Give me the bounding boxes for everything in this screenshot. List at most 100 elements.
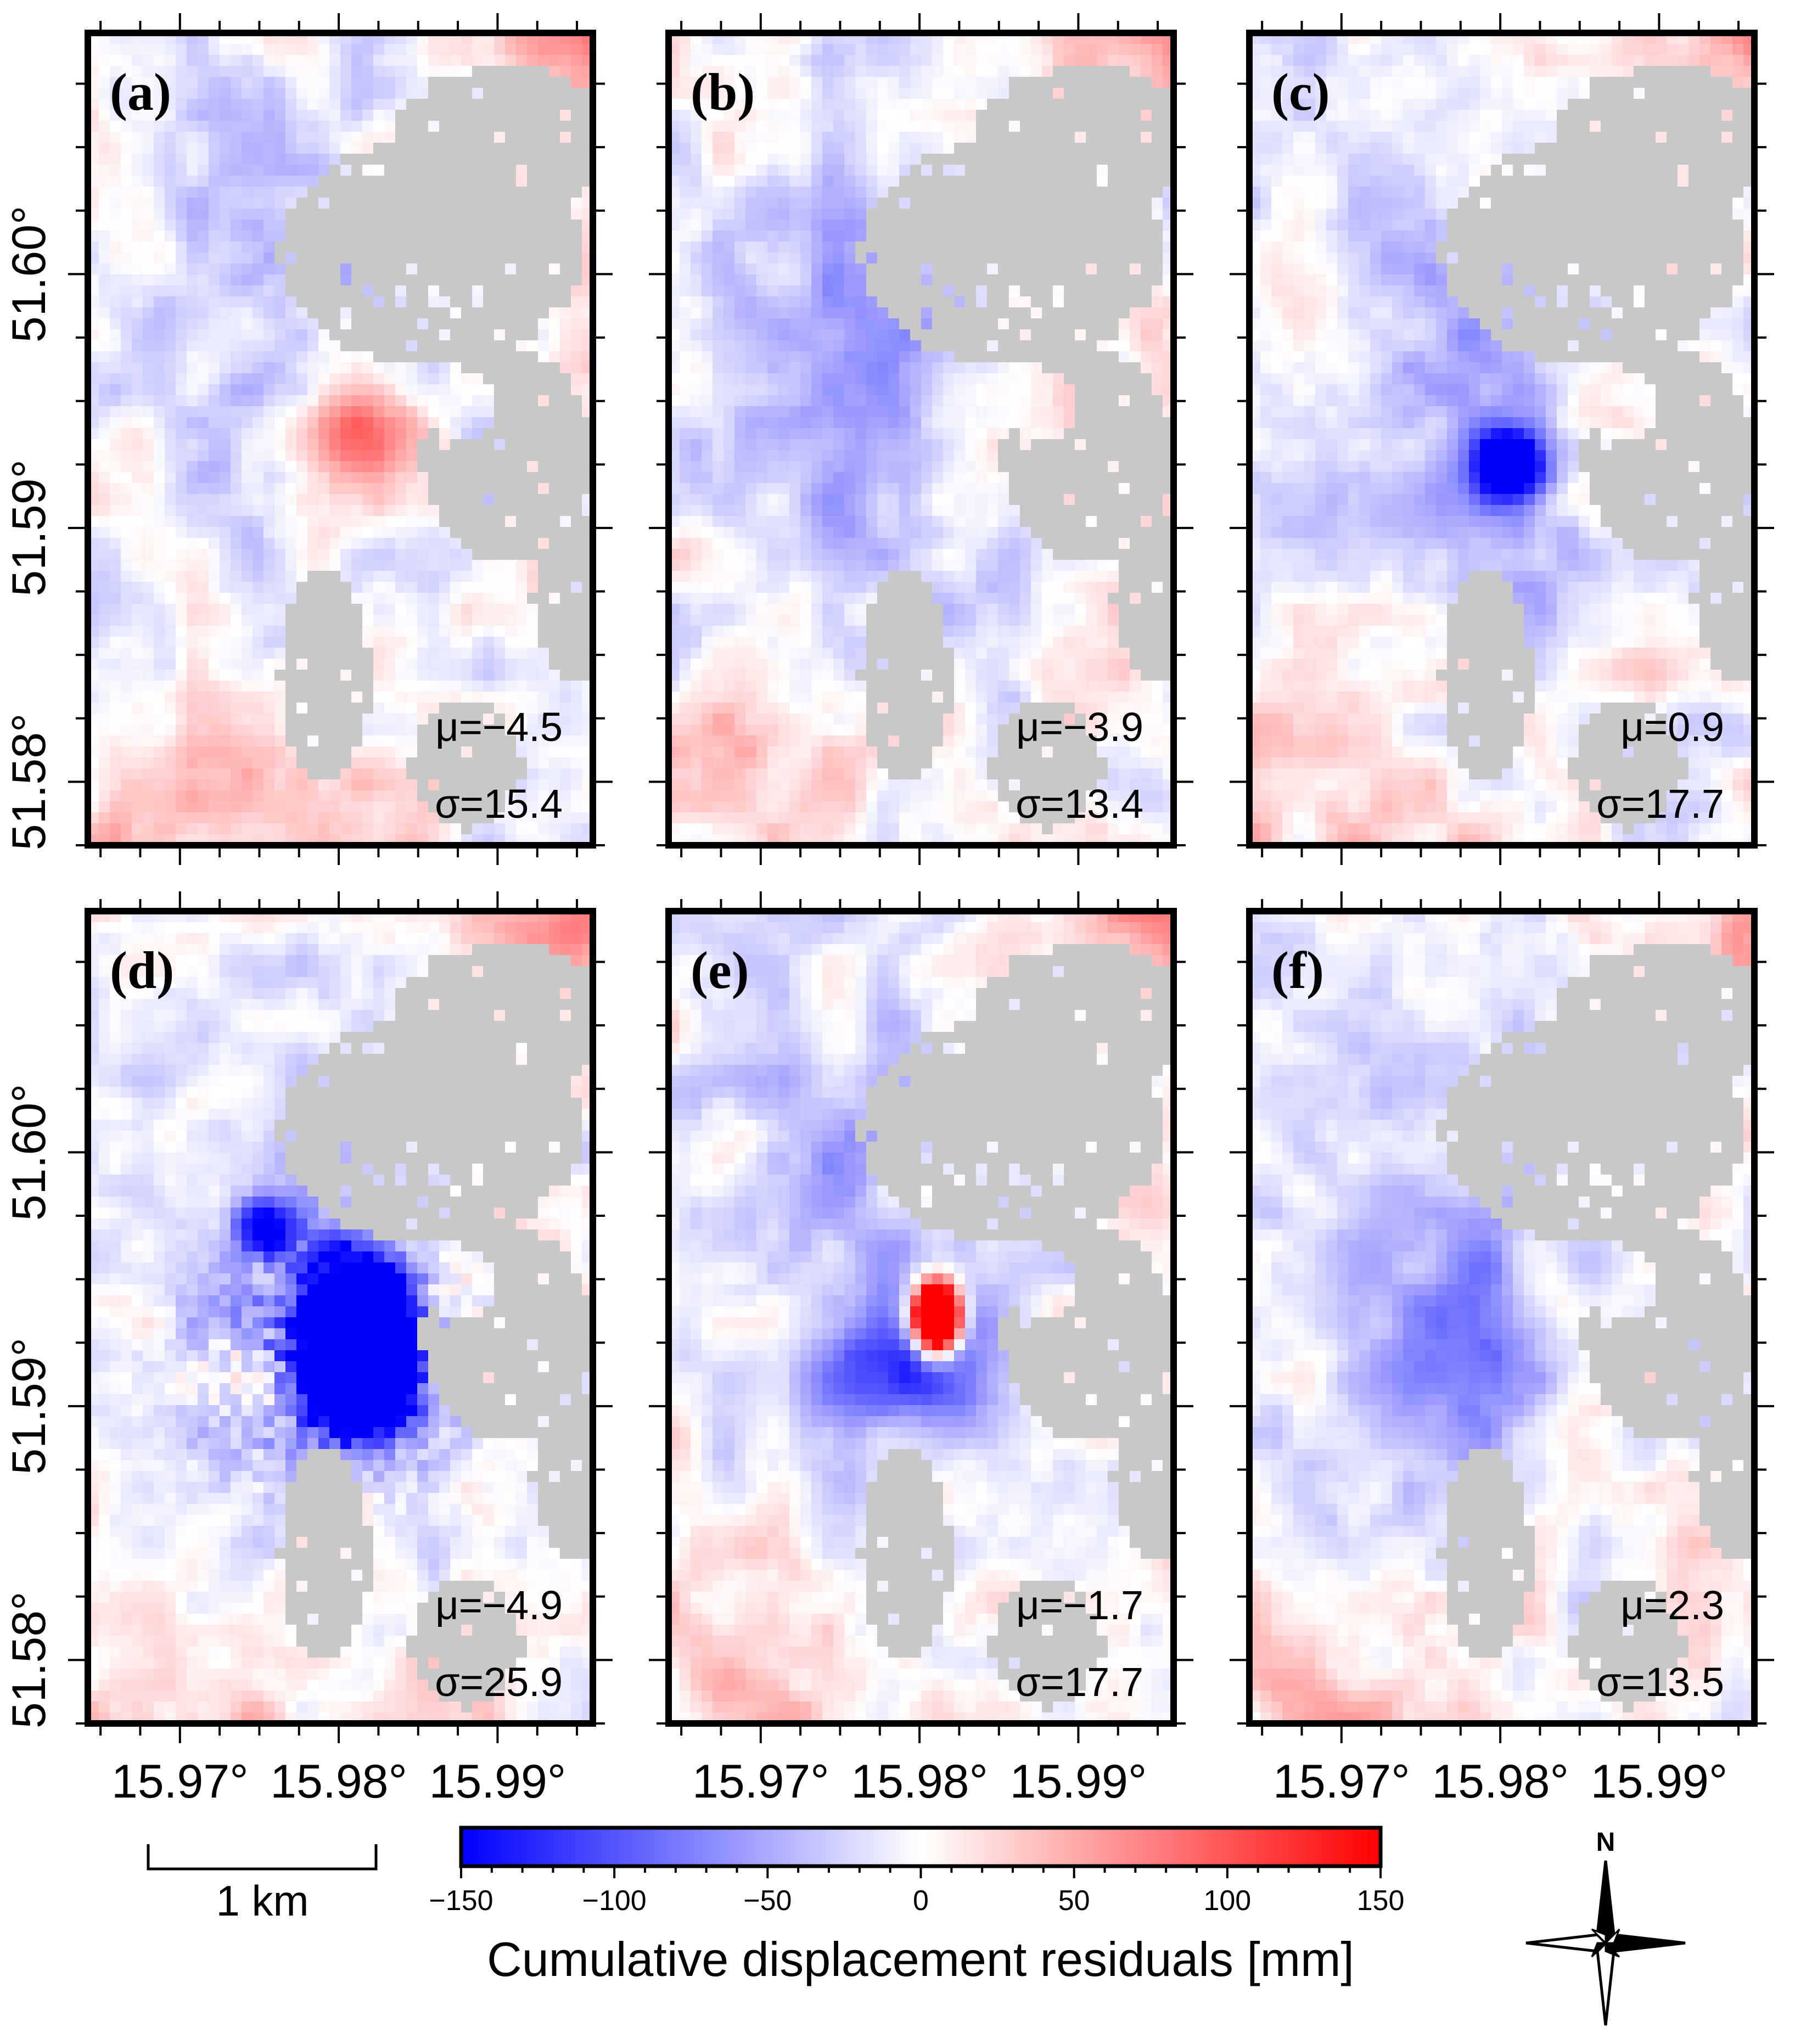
pixel xyxy=(811,110,823,121)
pixel xyxy=(165,209,176,220)
pixel xyxy=(527,714,538,725)
pixel xyxy=(395,66,407,77)
pixel xyxy=(723,362,735,374)
pixel xyxy=(340,626,352,637)
pixel xyxy=(1152,384,1163,396)
pixel xyxy=(571,812,582,824)
pixel xyxy=(450,263,462,275)
pixel xyxy=(242,648,253,659)
pixel xyxy=(439,725,451,736)
pixel xyxy=(242,209,253,220)
pixel xyxy=(844,110,856,121)
pixel xyxy=(527,604,538,615)
pixel xyxy=(560,296,571,308)
pixel xyxy=(822,44,834,55)
pixel xyxy=(253,450,264,462)
pixel xyxy=(417,450,429,462)
pixel xyxy=(538,549,549,560)
pixel xyxy=(1086,329,1097,341)
pixel xyxy=(811,362,823,374)
pixel xyxy=(734,329,746,341)
pixel xyxy=(351,373,363,385)
pixel xyxy=(329,44,341,55)
pixel xyxy=(285,198,297,209)
pixel xyxy=(877,143,889,154)
pixel xyxy=(187,538,198,549)
pixel xyxy=(734,88,746,99)
pixel xyxy=(1064,187,1075,198)
pixel xyxy=(110,132,121,143)
pixel xyxy=(910,77,922,88)
pixel xyxy=(253,549,264,560)
pixel xyxy=(461,373,473,385)
pixel xyxy=(154,252,165,264)
pixel xyxy=(494,176,506,187)
pixel xyxy=(954,154,966,165)
pixel xyxy=(242,560,253,571)
pixel xyxy=(285,714,297,725)
pixel xyxy=(263,549,275,560)
pixel xyxy=(329,406,341,418)
pixel xyxy=(527,176,538,187)
pixel xyxy=(231,77,242,88)
pixel xyxy=(143,615,154,626)
pixel xyxy=(811,252,823,264)
pixel xyxy=(560,615,571,626)
pixel xyxy=(987,154,999,165)
pixel xyxy=(274,604,286,615)
pixel xyxy=(1009,252,1020,264)
pixel xyxy=(1053,340,1064,352)
pixel xyxy=(373,252,385,264)
pixel xyxy=(198,659,209,670)
pixel xyxy=(384,176,396,187)
pixel xyxy=(307,538,319,549)
pixel xyxy=(231,296,242,308)
pixel xyxy=(494,746,506,758)
pixel xyxy=(187,318,198,330)
pixel xyxy=(713,121,724,132)
pixel xyxy=(263,746,275,758)
pixel xyxy=(921,66,933,77)
pixel xyxy=(428,242,440,253)
pixel xyxy=(899,165,911,176)
pixel xyxy=(527,725,538,736)
pixel xyxy=(362,692,374,703)
pixel xyxy=(198,725,209,736)
pixel xyxy=(844,209,856,220)
pixel xyxy=(560,626,571,637)
pixel xyxy=(800,44,812,55)
pixel xyxy=(242,55,253,66)
pixel xyxy=(461,790,473,802)
pixel xyxy=(756,154,768,165)
pixel xyxy=(340,132,352,143)
pixel xyxy=(362,154,374,165)
pixel xyxy=(165,220,176,231)
pixel xyxy=(340,461,352,473)
pixel xyxy=(231,198,242,209)
pixel xyxy=(132,790,143,802)
pixel xyxy=(373,121,385,132)
pixel xyxy=(505,274,517,286)
pixel xyxy=(285,593,297,604)
pixel xyxy=(285,417,297,429)
pixel xyxy=(373,55,385,66)
pixel xyxy=(1086,296,1097,308)
pixel xyxy=(274,406,286,418)
pixel xyxy=(274,757,286,769)
pixel xyxy=(516,373,528,385)
pixel xyxy=(844,66,856,77)
pixel xyxy=(461,384,473,396)
pixel xyxy=(866,187,878,198)
pixel xyxy=(976,55,988,66)
pixel xyxy=(110,648,121,659)
pixel xyxy=(209,703,220,714)
pixel xyxy=(494,428,506,440)
pixel xyxy=(340,494,352,506)
pixel xyxy=(450,768,462,780)
pixel xyxy=(767,351,779,363)
pixel xyxy=(778,99,790,110)
pixel xyxy=(220,823,231,835)
pixel xyxy=(954,121,966,132)
pixel xyxy=(888,77,900,88)
pixel xyxy=(231,801,242,813)
